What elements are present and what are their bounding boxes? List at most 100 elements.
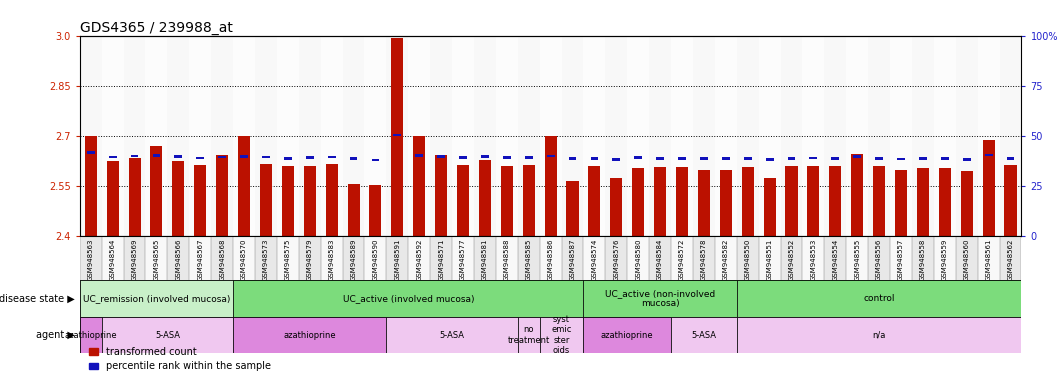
- Text: GSM948567: GSM948567: [197, 238, 203, 281]
- Bar: [430, 236, 452, 280]
- Text: GSM948581: GSM948581: [482, 238, 488, 281]
- Text: GSM948565: GSM948565: [153, 238, 160, 281]
- Bar: [562, 36, 583, 236]
- Bar: [874, 166, 885, 236]
- Bar: [568, 157, 577, 160]
- Bar: [566, 181, 579, 236]
- Bar: [525, 156, 533, 159]
- Bar: [452, 36, 473, 236]
- Bar: [1004, 165, 1016, 236]
- Bar: [87, 151, 95, 154]
- Bar: [343, 36, 365, 236]
- Bar: [102, 317, 233, 353]
- Bar: [634, 156, 643, 159]
- Text: GSM948590: GSM948590: [372, 238, 379, 281]
- Bar: [501, 166, 513, 236]
- Bar: [742, 167, 753, 236]
- Bar: [255, 36, 277, 236]
- Bar: [233, 36, 255, 236]
- Bar: [961, 171, 972, 236]
- Bar: [846, 36, 868, 236]
- Bar: [715, 236, 736, 280]
- Text: GSM948583: GSM948583: [329, 238, 335, 281]
- Bar: [522, 165, 535, 236]
- Bar: [721, 157, 730, 160]
- Bar: [326, 164, 337, 236]
- Text: 5-ASA: 5-ASA: [155, 331, 180, 339]
- Bar: [759, 236, 781, 280]
- Bar: [693, 36, 715, 236]
- Bar: [415, 154, 423, 157]
- Bar: [632, 168, 644, 236]
- Bar: [583, 36, 605, 236]
- Bar: [152, 154, 161, 157]
- Bar: [109, 156, 117, 158]
- Bar: [189, 36, 211, 236]
- Bar: [233, 317, 386, 353]
- Text: GSM948576: GSM948576: [613, 238, 619, 281]
- Bar: [802, 236, 825, 280]
- Bar: [876, 157, 883, 160]
- Bar: [891, 36, 912, 236]
- Bar: [123, 36, 146, 236]
- Text: GSM948555: GSM948555: [854, 238, 860, 281]
- Bar: [605, 36, 628, 236]
- Bar: [719, 170, 732, 236]
- Bar: [955, 36, 978, 236]
- Bar: [255, 236, 277, 280]
- Bar: [174, 155, 182, 158]
- Text: GSM948592: GSM948592: [416, 238, 422, 281]
- Bar: [539, 317, 583, 353]
- Bar: [583, 280, 736, 317]
- Bar: [277, 236, 299, 280]
- Bar: [649, 236, 671, 280]
- Bar: [613, 158, 620, 161]
- Bar: [982, 140, 995, 236]
- Bar: [744, 157, 751, 160]
- Bar: [80, 36, 102, 236]
- Text: GSM948553: GSM948553: [811, 238, 816, 281]
- Bar: [999, 36, 1021, 236]
- Bar: [479, 160, 491, 236]
- Text: GSM948562: GSM948562: [1008, 238, 1014, 281]
- Bar: [825, 36, 846, 236]
- Bar: [693, 236, 715, 280]
- Bar: [917, 168, 929, 236]
- Text: GSM948584: GSM948584: [658, 238, 663, 281]
- Bar: [150, 146, 163, 236]
- Text: GSM948568: GSM948568: [219, 238, 226, 281]
- Bar: [303, 166, 316, 236]
- Bar: [736, 36, 759, 236]
- Bar: [197, 157, 204, 159]
- Bar: [386, 317, 518, 353]
- Text: GSM948550: GSM948550: [745, 238, 751, 281]
- Bar: [365, 36, 386, 236]
- Bar: [1007, 157, 1014, 160]
- Bar: [539, 236, 562, 280]
- Bar: [808, 166, 819, 236]
- Text: GSM948575: GSM948575: [285, 238, 290, 281]
- Bar: [218, 156, 226, 158]
- Text: GSM948561: GSM948561: [985, 238, 992, 281]
- Text: UC_remission (involved mucosa): UC_remission (involved mucosa): [83, 294, 230, 303]
- Text: UC_active (involved mucosa): UC_active (involved mucosa): [343, 294, 475, 303]
- Text: GSM948560: GSM948560: [964, 238, 969, 281]
- Bar: [547, 155, 554, 157]
- Bar: [654, 167, 666, 236]
- Bar: [238, 136, 250, 236]
- Text: GSM948563: GSM948563: [87, 238, 94, 281]
- Bar: [605, 236, 628, 280]
- Bar: [386, 36, 409, 236]
- Bar: [736, 236, 759, 280]
- Bar: [518, 36, 539, 236]
- Text: GSM948574: GSM948574: [592, 238, 597, 281]
- Bar: [343, 236, 365, 280]
- Bar: [891, 236, 912, 280]
- Text: GSM948571: GSM948571: [438, 238, 444, 281]
- Bar: [934, 36, 955, 236]
- Text: disease state ▶: disease state ▶: [0, 293, 74, 304]
- Bar: [851, 154, 863, 236]
- Text: control: control: [863, 294, 895, 303]
- Text: GDS4365 / 239988_at: GDS4365 / 239988_at: [80, 22, 233, 35]
- Text: GSM948556: GSM948556: [876, 238, 882, 281]
